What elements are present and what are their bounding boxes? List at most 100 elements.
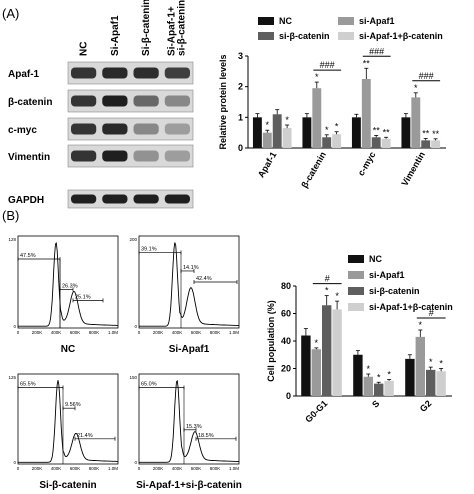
gate-label: 15.3% <box>186 424 202 430</box>
bracket-label: ### <box>320 60 335 70</box>
histogram-label: Si-β-catenin <box>39 480 96 491</box>
blot-strip <box>67 61 194 85</box>
gate-label: 39.1% <box>141 247 157 253</box>
histogram-frame <box>17 235 119 329</box>
bracket-label: # <box>429 308 434 318</box>
histogram-x-tick: 800K <box>89 466 100 471</box>
bar <box>272 114 282 148</box>
flow-histogram: 150 00 200K 400K 600K 800K 1.0M 65.0% 15.3% 18.5%… <box>129 373 242 491</box>
x-tick-label: G0-G1 <box>303 398 329 424</box>
histogram-x-tick: 400K <box>172 466 183 471</box>
significance-mark: * <box>266 120 270 130</box>
y-tick-label: 2 <box>238 82 243 92</box>
histogram-x-tick: 400K <box>51 330 62 335</box>
lane-label: NC <box>79 42 90 56</box>
bar <box>322 305 332 396</box>
histogram-x-tick: 800K <box>210 466 221 471</box>
blot-band <box>133 95 159 107</box>
significance-mark: * <box>387 370 391 380</box>
bar <box>322 137 332 148</box>
blot-strip <box>67 189 194 209</box>
bar <box>301 335 311 396</box>
histogram-label: NC <box>61 344 75 355</box>
bar <box>361 79 371 148</box>
histogram-x-tick: 800K <box>89 330 100 335</box>
legend-swatch <box>258 17 274 25</box>
gate-label: 47.5% <box>20 253 36 259</box>
bar <box>374 383 384 396</box>
legend-swatch <box>258 32 274 40</box>
blot-band <box>133 150 159 162</box>
histogram-x-tick: 0 <box>138 330 141 335</box>
blot-band <box>71 67 97 79</box>
legend-swatch <box>348 271 364 279</box>
histogram-y-min: 0 <box>13 324 16 329</box>
legend-label: NC <box>369 254 382 264</box>
gate-label: 65.0% <box>141 382 157 388</box>
histogram-x-tick: 1.0M <box>229 466 239 471</box>
histogram-curve <box>139 242 240 327</box>
legend-swatch <box>338 32 354 40</box>
bar <box>426 369 436 396</box>
histogram-x-tick: 600K <box>70 330 81 335</box>
significance-mark: * <box>377 372 381 382</box>
blot-band <box>71 150 97 162</box>
gate-label: 65.5% <box>20 382 36 388</box>
histogram-x-tick: 200K <box>153 330 164 335</box>
lane-label: Si-Apaf1 <box>110 15 121 56</box>
bar <box>411 97 421 148</box>
histogram-y-min: 0 <box>13 460 16 465</box>
blot-band <box>71 194 97 204</box>
flow-histogram: 128 00 200K 400K 600K 800K 1.0M 47.5% 26.3% 25.1%… <box>8 235 119 355</box>
histogram-x-tick: 0 <box>138 466 141 471</box>
histogram-label: Si-Apaf1 <box>169 344 210 355</box>
significance-mark: ** <box>363 58 371 68</box>
legend-label: si-Apaf1 <box>369 270 405 280</box>
x-tick-label: Vimentin <box>399 150 427 188</box>
bar <box>351 117 361 148</box>
gate-label: 26.3% <box>62 283 78 289</box>
bar <box>421 140 431 148</box>
lane-label: Si-β-catenin <box>141 0 152 56</box>
significance-mark: * <box>315 72 319 82</box>
bar <box>405 358 415 396</box>
bar <box>332 134 342 148</box>
lane-label-line: Si-Apaf-1+ <box>166 6 177 56</box>
bar <box>381 138 391 148</box>
bar <box>415 336 425 396</box>
histogram-y-min: 0 <box>134 460 137 465</box>
significance-mark: * <box>325 286 329 296</box>
histogram-x-tick: 400K <box>172 330 183 335</box>
significance-mark: ** <box>373 125 381 135</box>
legend-swatch <box>348 255 364 263</box>
histogram-x-tick: 1.0M <box>108 330 118 335</box>
bracket-label: ### <box>419 71 434 81</box>
bar <box>302 117 312 148</box>
y-tick-label: 0 <box>238 143 243 153</box>
bar <box>252 117 262 148</box>
blot-band <box>164 67 190 79</box>
blot-band <box>133 67 159 79</box>
y-tick-label: 3 <box>238 51 243 61</box>
significance-mark: * <box>414 83 418 93</box>
bar <box>312 88 322 148</box>
x-tick-label: S <box>370 398 381 409</box>
histogram-y-max: 200 <box>129 237 137 242</box>
blot-band <box>164 194 190 204</box>
legend-label: si-Apaf1 <box>359 16 395 26</box>
histogram-y-max: 128 <box>8 237 16 242</box>
blot-band <box>71 95 97 107</box>
histogram-x-tick: 1.0M <box>229 330 239 335</box>
blot-band <box>164 95 190 107</box>
significance-mark: * <box>335 122 339 132</box>
histogram-x-tick: 600K <box>191 466 202 471</box>
protein-label: GAPDH <box>8 195 44 206</box>
flow-histogram: 125 00 200K 400K 600K 800K 1.0M 65.5% 9.56% 21.4%… <box>8 373 119 491</box>
blot-band <box>71 123 97 135</box>
blot-strip <box>67 144 194 168</box>
gate-label: 14.1% <box>183 265 199 271</box>
legend-swatch <box>338 17 354 25</box>
flow-histogram: 200 00 200K 400K 600K 800K 1.0M 39.1% 14.1% 42.4%… <box>129 235 240 355</box>
